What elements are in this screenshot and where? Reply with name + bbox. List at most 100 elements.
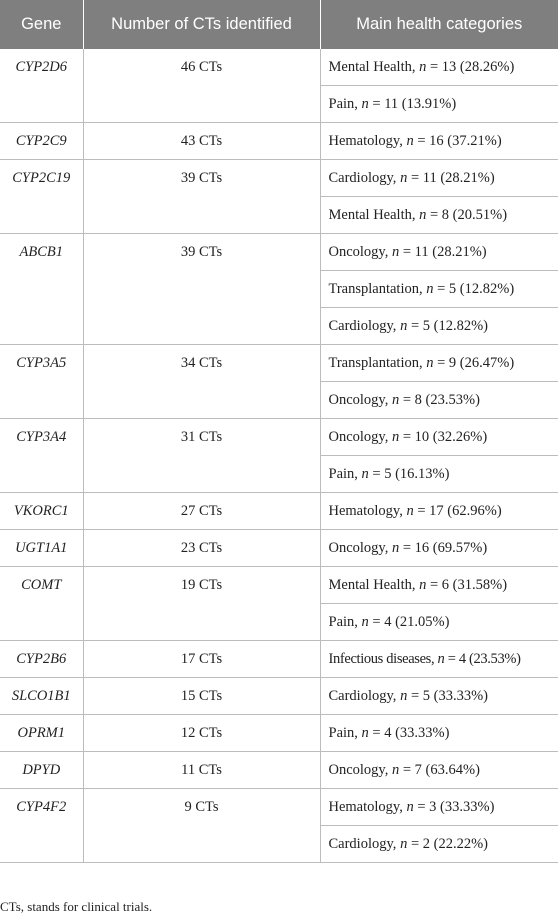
table-row: OPRM1 12 CTs Pain, n = 4 (33.33%) (0, 714, 558, 752)
gene-cell: SLCO1B1 (0, 677, 84, 715)
category-name: Infectious diseases, (328, 651, 438, 667)
gene-cell: COMT (0, 566, 84, 641)
category-count-percent: = 4 (33.33%) (368, 725, 450, 741)
category-count-percent: = 11 (28.21%) (399, 244, 487, 260)
genes-table: Gene Number of CTs identified Main healt… (0, 0, 558, 863)
table-header: Gene Number of CTs identified Main healt… (0, 0, 558, 49)
cts-cell: 9 CTs (83, 788, 321, 863)
category-n-symbol: n (419, 59, 427, 75)
category-n-symbol: n (392, 392, 400, 408)
category-cell: Cardiology, n = 5 (12.82%) (320, 307, 558, 345)
table-row: CYP4F2 9 CTs Hematology, n = 3 (33.33%) (0, 788, 558, 863)
category-cell: Hematology, n = 3 (33.33%) (320, 788, 558, 826)
category-entry: Cardiology, n = 5 (12.82%) (329, 308, 558, 335)
cts-count: 23 CTs (180, 540, 223, 556)
category-n-symbol: n (392, 244, 400, 260)
category-name: Cardiology, (328, 170, 401, 186)
gene-name: CYP3A4 (16, 429, 67, 445)
table-row: Transplantation, n = 5 (12.82%) (0, 270, 558, 308)
category-entry: Oncology, n = 16 (69.57%) (329, 530, 558, 557)
footnote: CTs, stands for clinical trials. (0, 899, 153, 914)
table-row: Pain, n = 11 (13.91%) (0, 85, 558, 123)
cts-cell: 39 CTs (83, 233, 321, 345)
category-count-percent: = 17 (62.96%) (413, 503, 502, 519)
category-count-percent: = 5 (12.82%) (407, 318, 488, 334)
table-row: DPYD 11 CTs Oncology, n = 7 (63.64%) (0, 751, 558, 789)
gene-cell: UGT1A1 (0, 529, 84, 567)
category-name: Hematology, (328, 799, 407, 815)
category-cell: Mental Health, n = 6 (31.58%) (320, 566, 558, 604)
table-row: ABCB1 39 CTs Oncology, n = 11 (28.21%) (0, 233, 558, 345)
gene-cell: CYP3A5 (0, 344, 84, 419)
category-name: Hematology, (328, 503, 407, 519)
cts-count: 12 CTs (180, 725, 223, 741)
category-entry: Pain, n = 11 (13.91%) (329, 86, 558, 113)
category-n-symbol: n (361, 725, 369, 741)
category-cell: Infectious diseases, n = 4 (23.53%) (320, 640, 558, 678)
gene-name: COMT (21, 577, 62, 593)
header-row: Gene Number of CTs identified Main healt… (0, 0, 558, 49)
table-row: SLCO1B1 15 CTs Cardiology, n = 5 (33.33%) (0, 677, 558, 715)
category-entry: Cardiology, n = 11 (28.21%) (329, 160, 558, 187)
category-cell: Mental Health, n = 8 (20.51%) (320, 196, 558, 234)
category-cell: Pain, n = 5 (16.13%) (320, 455, 558, 493)
table-row: CYP3A4 31 CTs Oncology, n = 10 (32.26%) (0, 418, 558, 493)
category-count-percent: = 5 (12.82%) (433, 281, 515, 297)
category-entry: Oncology, n = 11 (28.21%) (329, 234, 558, 261)
category-n-symbol: n (437, 651, 445, 667)
category-cell: Cardiology, n = 2 (22.22%) (320, 825, 558, 863)
gene-name: CYP4F2 (16, 799, 67, 815)
cts-count: 15 CTs (180, 688, 223, 704)
category-name: Transplantation, (328, 281, 427, 297)
cts-count: 11 CTs (181, 762, 222, 778)
category-n-symbol: n (426, 281, 434, 297)
category-count-percent: = 13 (28.26%) (426, 59, 515, 75)
category-cell: Oncology, n = 8 (23.53%) (320, 381, 558, 419)
table-row: Pain, n = 5 (16.13%) (0, 455, 558, 493)
table-row: VKORC1 27 CTs Hematology, n = 17 (62.96%) (0, 492, 558, 530)
category-n-symbol: n (361, 614, 369, 630)
category-n-symbol: n (400, 836, 408, 852)
category-entry: Pain, n = 4 (21.05%) (329, 604, 558, 631)
cts-cell: 43 CTs (83, 122, 321, 160)
category-entry: Oncology, n = 8 (23.53%) (329, 382, 558, 409)
category-n-symbol: n (426, 355, 434, 371)
category-n-symbol: n (361, 96, 369, 112)
cts-count: 34 CTs (180, 355, 223, 371)
category-count-percent: = 5 (16.13%) (368, 466, 450, 482)
category-count-percent: = 5 (33.33%) (407, 688, 488, 704)
category-entry: Cardiology, n = 2 (22.22%) (329, 826, 558, 853)
category-n-symbol: n (419, 207, 427, 223)
cts-count: 31 CTs (180, 429, 223, 445)
gene-cell: CYP2C9 (0, 122, 84, 160)
category-cell: Pain, n = 4 (33.33%) (320, 714, 558, 752)
cts-cell: 12 CTs (83, 714, 321, 752)
category-count-percent: = 9 (26.47%) (433, 355, 515, 371)
category-entry: Mental Health, n = 13 (28.26%) (329, 49, 558, 76)
category-cell: Oncology, n = 7 (63.64%) (320, 751, 558, 789)
cts-cell: 31 CTs (83, 418, 321, 493)
header-gene: Gene (0, 0, 83, 49)
category-cell: Pain, n = 11 (13.91%) (320, 85, 558, 123)
category-entry: Hematology, n = 3 (33.33%) (329, 789, 558, 816)
gene-name: CYP2C19 (12, 170, 71, 186)
gene-cell: ABCB1 (0, 233, 84, 345)
category-cell: Hematology, n = 17 (62.96%) (320, 492, 558, 530)
category-name: Mental Health, (328, 577, 420, 593)
cts-cell: 19 CTs (83, 566, 321, 641)
category-cell: Cardiology, n = 11 (28.21%) (320, 159, 558, 197)
category-name: Oncology, (328, 540, 392, 556)
cts-count: 43 CTs (180, 133, 223, 149)
table-row: Mental Health, n = 8 (20.51%) (0, 196, 558, 234)
category-n-symbol: n (406, 503, 414, 519)
category-name: Cardiology, (328, 688, 401, 704)
gene-cell: VKORC1 (0, 492, 84, 530)
category-name: Cardiology, (328, 836, 401, 852)
category-cell: Transplantation, n = 9 (26.47%) (320, 344, 558, 382)
category-name: Pain, (328, 725, 362, 741)
category-count-percent: = 11 (28.21%) (407, 170, 495, 186)
category-name: Oncology, (328, 429, 392, 445)
category-count-percent: = 4 (23.53%) (444, 651, 521, 667)
header-main-health-categories: Main health categories (319, 0, 558, 49)
category-n-symbol: n (400, 688, 408, 704)
